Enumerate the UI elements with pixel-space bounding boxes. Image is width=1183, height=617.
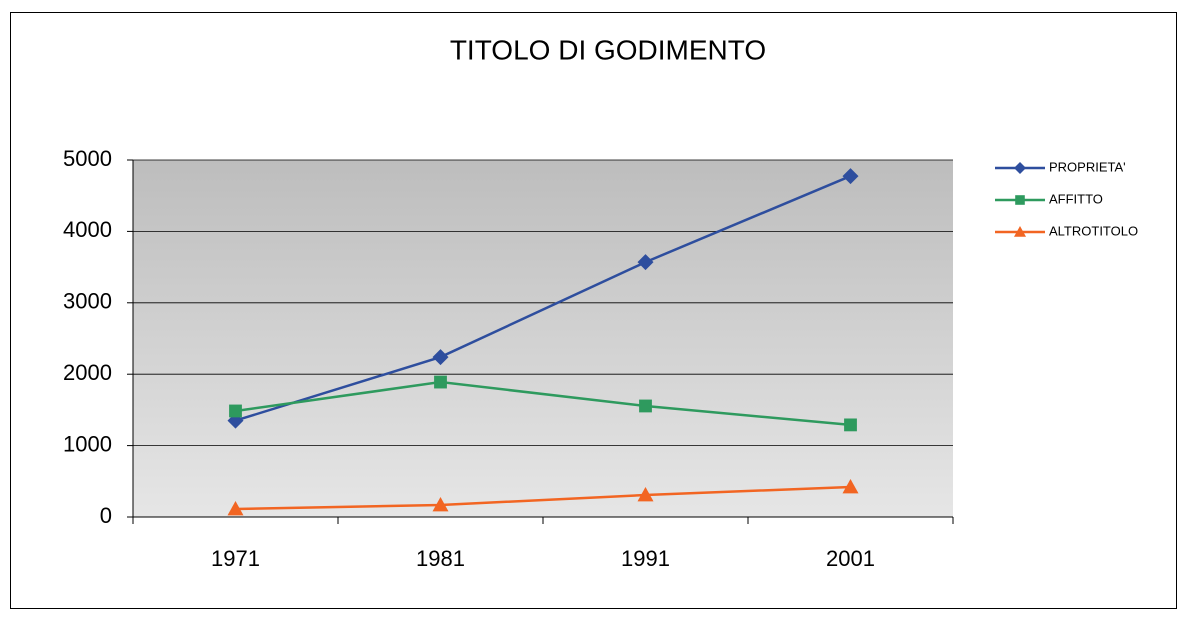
legend-label: PROPRIETA' (1049, 159, 1126, 174)
y-tick-label: 4000 (63, 217, 112, 242)
y-tick-label: 1000 (63, 431, 112, 456)
chart-title: TITOLO DI GODIMENTO (450, 34, 766, 65)
x-tick-label: 1971 (211, 546, 260, 571)
x-tick-label: 2001 (826, 546, 875, 571)
y-tick-label: 3000 (63, 289, 112, 314)
x-tick-label: 1981 (416, 546, 465, 571)
marker (842, 168, 859, 185)
marker (844, 418, 857, 432)
x-tick-label: 1991 (621, 546, 670, 571)
legend-label: AFFITTO (1049, 191, 1103, 206)
marker (639, 399, 652, 413)
series-line (235, 174, 851, 422)
legend-marker (1014, 226, 1026, 237)
legend-marker (1015, 195, 1025, 205)
series-line (235, 380, 851, 427)
series-line (235, 485, 851, 511)
marker (434, 375, 447, 389)
marker (432, 497, 449, 512)
marker (227, 501, 244, 516)
marker (637, 487, 654, 502)
y-tick-label: 5000 (63, 146, 112, 171)
plot-area (133, 160, 953, 517)
legend-label: ALTROTITOLO (1049, 223, 1138, 238)
marker (842, 479, 859, 494)
y-tick-label: 2000 (63, 360, 112, 385)
y-tick-label: 0 (100, 503, 112, 528)
marker (637, 254, 654, 271)
marker (432, 349, 449, 366)
legend-marker (1014, 162, 1026, 174)
marker (229, 404, 242, 418)
